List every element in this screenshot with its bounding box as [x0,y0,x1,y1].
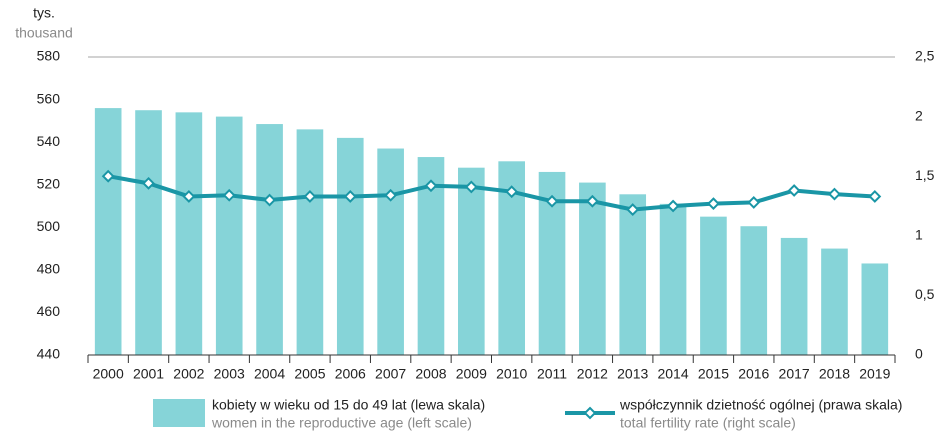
x-tick-label: 2016 [738,366,769,382]
x-tick-label: 2003 [214,366,245,382]
y2-tick-label: 1 [915,227,923,243]
x-tick-label: 2013 [617,366,648,382]
y-tick-label: 520 [37,175,61,191]
line-marker [263,193,276,207]
legend-swatch [153,399,205,427]
x-tick-label: 2017 [779,366,810,382]
bar [175,112,203,355]
bar [336,137,364,355]
bar [700,216,727,355]
bar [94,108,122,355]
y-tick-label: 460 [37,303,61,319]
bar [215,116,243,355]
legend-label: kobiety w wieku od 15 do 49 lat (lewa sk… [212,397,485,413]
line-marker [505,185,519,199]
line-marker [747,196,761,209]
line-marker [101,169,115,183]
legend-label-en: women in the reproductive age (left scal… [211,415,472,431]
x-tick-label: 2009 [456,366,487,382]
x-tick-label: 2015 [698,366,729,382]
y-tick-label: 580 [37,48,61,64]
x-tick-label: 2010 [496,366,527,382]
line-marker [828,187,841,201]
line-marker [384,188,398,202]
line [107,174,875,212]
x-tick-label: 2011 [537,366,567,382]
x-tick-label: 2002 [173,366,204,382]
bar [740,226,768,355]
bar [780,237,808,355]
x-tick-label: 2018 [819,366,850,382]
legend-marker [583,406,597,420]
bar [256,124,283,355]
y-axis-label: tys. [33,5,55,21]
y-tick-label: 500 [37,218,61,234]
y-axis-label-en: thousand [15,25,73,41]
bar [458,167,485,355]
x-tick-label: 2001 [133,366,164,382]
y2-tick-label: 0 [915,346,923,362]
x-tick-label: 2008 [415,366,446,382]
y2-tick-label: 2 [915,107,923,123]
x-tick-label: 2012 [577,366,608,382]
x-tick-label: 2014 [657,366,688,382]
y2-tick-label: 1,5 [915,167,935,183]
y2-tick-label: 2,5 [915,48,935,64]
bar [296,129,324,355]
bar [821,248,848,355]
line-marker [142,176,155,190]
x-tick-label: 2007 [375,366,406,382]
line-marker [868,190,882,203]
line-marker [666,199,680,213]
line-marker [343,190,357,203]
bar [659,203,687,355]
bar [377,148,404,355]
line-marker [303,190,317,203]
line-marker [626,203,640,216]
bar [861,263,889,355]
x-tick-label: 2006 [335,366,366,382]
line-marker [424,179,438,193]
y-tick-label: 560 [37,90,61,106]
line-marker [545,194,559,208]
bar [135,110,162,355]
line-marker [464,180,478,194]
line-marker [222,188,236,202]
x-tick-label: 2019 [859,366,890,382]
x-tick-label: 2000 [93,366,124,382]
line-marker [585,194,599,208]
x-tick-label: 2005 [294,366,325,382]
y2-tick-label: 0,5 [915,286,935,302]
legend-label: współczynnik dzietność ogólnej (prawa sk… [619,397,902,413]
x-tick-label: 2004 [254,366,285,382]
bar [619,194,647,355]
line-marker [182,190,196,203]
line-marker [787,184,801,197]
line-marker [707,197,720,211]
y-tick-label: 480 [37,261,61,277]
legend-label-en: total fertility rate (right scale) [620,415,796,431]
y-tick-label: 440 [37,346,61,362]
y-tick-label: 540 [37,133,61,149]
bar [579,182,606,355]
